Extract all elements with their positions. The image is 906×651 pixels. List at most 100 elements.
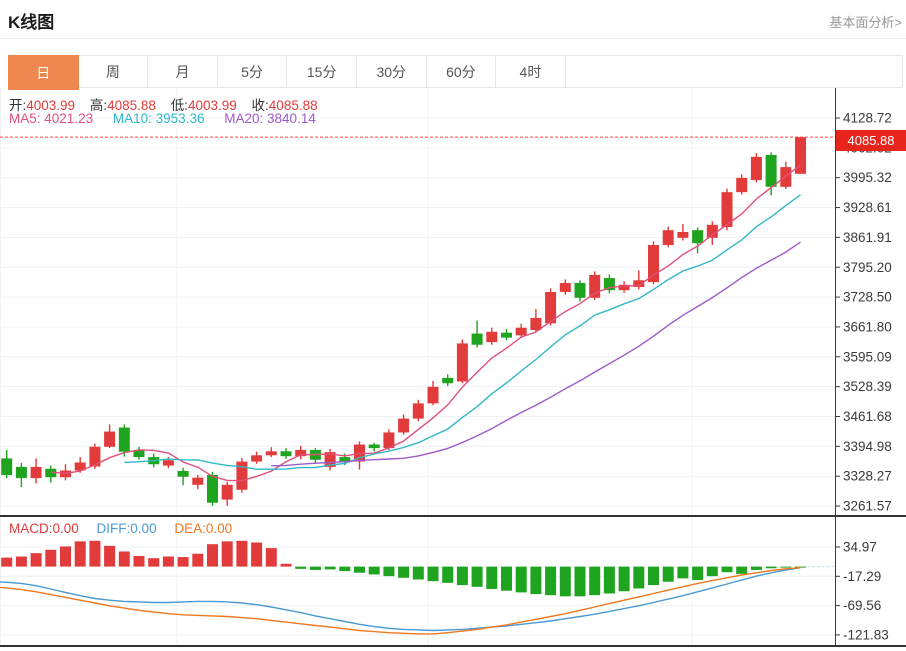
candle-body [339,457,351,462]
macd-bar [118,551,130,567]
macd-bar [692,566,704,581]
macd-bar [398,566,410,578]
candle-body [118,427,130,452]
candle-body [603,278,615,291]
macd-bar [530,566,542,595]
macd-bar [456,566,468,586]
price-axis-label: 3328.27 [843,469,892,484]
macd-bar [280,563,292,567]
candle-body [251,455,263,462]
tab-30min[interactable]: 30分 [356,56,427,87]
macd-bar [324,566,336,570]
macd-bar [148,558,160,567]
ma5-label: MA5: [9,111,41,126]
macd-bar [427,566,439,582]
macd-bar [104,545,116,567]
dea-line [0,567,801,635]
macd-bar [383,566,395,577]
macd-bar [339,566,351,572]
macd-bar [207,544,218,567]
candle-body [559,283,571,292]
macd-bar [486,566,498,590]
candle-body [618,284,630,291]
candle-body [324,452,336,467]
macd-axis-label: 34.97 [843,539,877,554]
candle-body [427,386,439,404]
candle-body [221,484,233,500]
macd-bar [45,549,57,567]
tab-15min[interactable]: 15分 [287,56,357,87]
candle-body [795,137,806,174]
macd-bar [60,546,71,567]
tab-60min[interactable]: 60分 [426,56,497,87]
price-axis-label: 3528.39 [843,379,892,394]
candle-body [192,477,204,485]
candle-body [574,283,586,298]
fundamental-analysis-link[interactable]: 基本面分析> [829,15,902,30]
diff-label: DIFF: [96,521,131,536]
candle-body [207,474,218,503]
candle-body [736,177,748,193]
ma5-line [50,164,801,482]
macd-bar [589,566,601,596]
macd-bar [295,566,307,569]
candle-body [45,468,57,478]
candle-body [236,461,248,490]
macd-bar [471,566,483,587]
price-axis-label: 3861.91 [843,230,892,245]
macd-bar [442,566,454,583]
macd-bar [795,566,806,568]
price-axis-label: 3795.20 [843,260,892,275]
macd-bar [30,553,42,567]
macd-bar [501,566,512,591]
macd-bar [706,566,718,577]
candle-body [162,460,174,466]
price-axis-label: 3261.57 [843,499,892,514]
dea-value: 0.00 [205,521,233,536]
macd-bar [133,555,145,567]
candle-body [295,449,307,457]
tab-5min[interactable]: 5分 [217,56,288,87]
macd-bar [574,566,586,597]
candle-body [133,450,145,458]
tab-month[interactable]: 月 [148,56,218,87]
ma10-value: 3953.36 [155,111,205,126]
header-divider [0,38,906,39]
macd-bar [750,566,762,570]
macd-bar [765,566,777,569]
macd-chart[interactable]: 34.97 -17.29 -69.56 -121.83 [0,515,906,651]
tab-4hour[interactable]: 4时 [496,56,566,87]
macd-bar [721,566,733,573]
macd-bar [265,548,277,567]
macd-bar [236,540,248,567]
diff-value: 0.00 [130,521,157,536]
ma10-line [124,194,801,470]
ma20-line [271,241,801,467]
price-axis-label: 3995.32 [843,170,892,185]
macd-bar [221,541,233,567]
candle-body [589,274,601,298]
macd-bar [89,540,101,567]
chart-left-border [0,88,1,646]
price-axis-label: 3928.61 [843,200,892,215]
ma5-value: 4021.23 [44,111,94,126]
tab-week[interactable]: 周 [78,56,149,87]
close-label: 收: [251,98,269,113]
macd-bar [780,566,792,568]
candlestick-chart[interactable]: 4128.724062.023995.323928.613861.913795.… [0,88,906,515]
tab-day[interactable]: 日 [8,55,79,90]
candle-body [486,331,498,343]
candle-body [633,280,645,288]
price-axis-label: 3661.80 [843,319,892,334]
macd-axis-label: -121.83 [843,627,889,642]
candle-body [515,327,527,336]
diff-line [0,567,801,632]
macd-bar [603,566,615,594]
candle-body [530,317,542,330]
ma20-label: MA20: [224,111,264,126]
candle-body [456,343,468,382]
high-label: 高: [89,98,108,113]
open-value: 4003.99 [26,98,76,113]
macd-bar [412,566,424,580]
dea-label: DEA: [174,521,206,536]
